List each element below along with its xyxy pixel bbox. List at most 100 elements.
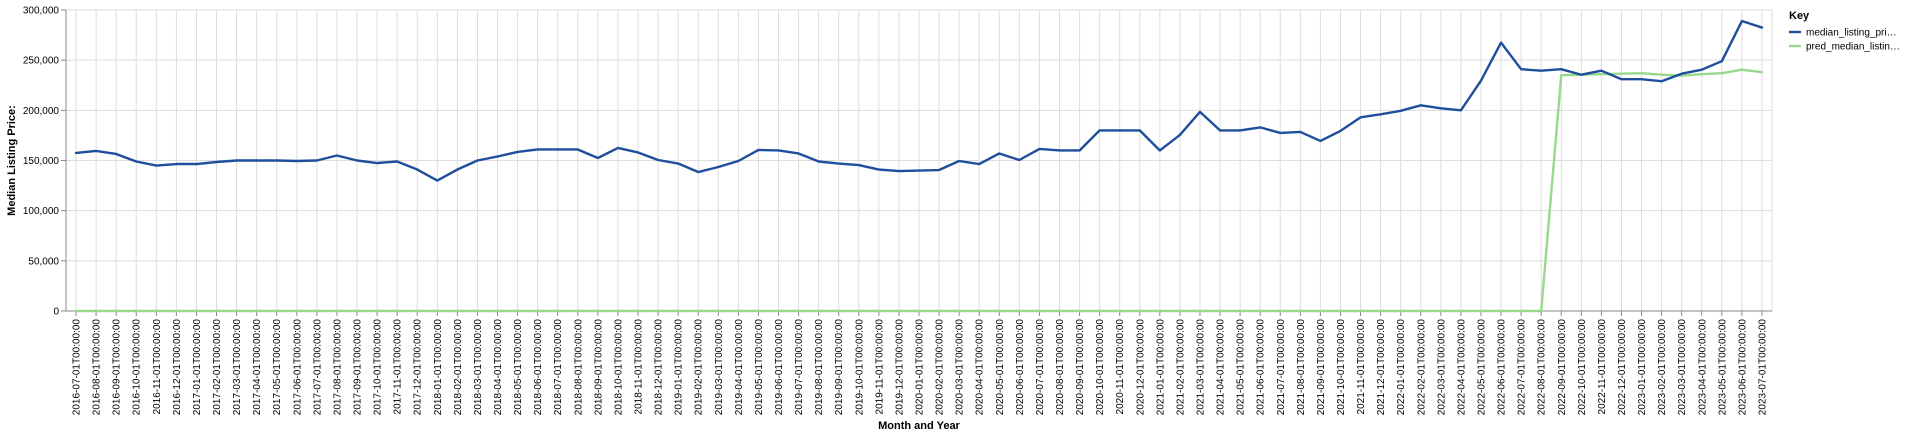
x-tick-label: 2022-08-01T00:00:00 — [1537, 319, 1548, 416]
x-tick-label: 2021-09-01T00:00:00 — [1316, 319, 1327, 416]
x-tick-label: 2022-03-01T00:00:00 — [1436, 319, 1447, 416]
x-tick-label: 2022-01-01T00:00:00 — [1396, 319, 1407, 416]
y-tick-label: 100,000 — [23, 206, 60, 217]
x-tick-label: 2022-02-01T00:00:00 — [1416, 319, 1427, 416]
x-tick-label: 2019-03-01T00:00:00 — [714, 319, 725, 416]
x-tick-label: 2023-07-01T00:00:00 — [1757, 319, 1768, 416]
legend-label: median_listing_pri… — [1806, 28, 1897, 39]
x-tick-label: 2021-07-01T00:00:00 — [1276, 319, 1287, 416]
x-tick-label: 2018-11-01T00:00:00 — [634, 319, 645, 415]
x-tick-label: 2021-03-01T00:00:00 — [1195, 319, 1206, 416]
x-tick-label: 2023-03-01T00:00:00 — [1677, 319, 1688, 416]
x-tick-label: 2021-01-01T00:00:00 — [1155, 319, 1166, 416]
axes: 0 50,000 100,000 150,000 200,000 250,000 300,0… — [23, 6, 1772, 416]
x-tick-label: 2020-10-01T00:00:00 — [1095, 319, 1106, 416]
x-tick-label: 2018-05-01T00:00:00 — [513, 319, 524, 416]
x-tick-label: 2020-06-01T00:00:00 — [1015, 319, 1026, 416]
y-axis-title: Median Listing Price: — [6, 105, 18, 216]
x-tick-label: 2017-03-01T00:00:00 — [232, 319, 243, 416]
legend: Key median_listing_pri… pred_median_listi… — [1789, 10, 1900, 53]
series-lines — [74, 19, 1764, 313]
x-tick-label: 2021-10-01T00:00:00 — [1336, 319, 1347, 416]
y-tick-label: 300,000 — [23, 6, 60, 17]
y-tick-label: 0 — [53, 307, 59, 318]
x-tick-label: 2017-12-01T00:00:00 — [413, 319, 424, 416]
x-tick-label: 2019-09-01T00:00:00 — [834, 319, 845, 416]
x-tick-label: 2020-02-01T00:00:00 — [935, 319, 946, 416]
x-tick-label: 2016-07-01T00:00:00 — [72, 319, 83, 416]
x-tick-label: 2020-09-01T00:00:00 — [1075, 319, 1086, 416]
y-tick-label: 50,000 — [28, 256, 59, 267]
x-tick-label: 2019-07-01T00:00:00 — [794, 319, 805, 416]
x-tick-label: 2017-02-01T00:00:00 — [212, 319, 223, 416]
x-tick-label: 2022-11-01T00:00:00 — [1597, 319, 1608, 415]
x-tick-label: 2022-12-01T00:00:00 — [1617, 319, 1628, 416]
x-axis-title: Month and Year — [878, 420, 960, 432]
x-tick-label: 2019-10-01T00:00:00 — [854, 319, 865, 416]
x-tick-label: 2016-09-01T00:00:00 — [112, 319, 123, 416]
x-tick-label: 2017-08-01T00:00:00 — [332, 319, 343, 416]
x-tick-label: 2016-08-01T00:00:00 — [92, 319, 103, 416]
x-tick-label: 2020-07-01T00:00:00 — [1035, 319, 1046, 416]
legend-label: pred_median_listin… — [1806, 42, 1900, 53]
x-tick-label: 2022-09-01T00:00:00 — [1557, 319, 1568, 416]
legend-entries: median_listing_pri… pred_median_listin… — [1789, 28, 1900, 53]
x-tick-label: 2021-08-01T00:00:00 — [1296, 319, 1307, 416]
x-tick-label: 2016-11-01T00:00:00 — [152, 319, 163, 415]
x-tick-label: 2023-02-01T00:00:00 — [1657, 319, 1668, 416]
grid — [65, 9, 1773, 312]
x-tick-label: 2019-06-01T00:00:00 — [774, 319, 785, 416]
x-tick-label: 2022-04-01T00:00:00 — [1456, 319, 1467, 416]
x-tick-label: 2021-06-01T00:00:00 — [1256, 319, 1267, 416]
x-tick-label: 2021-04-01T00:00:00 — [1216, 319, 1227, 416]
x-tick-label: 2018-02-01T00:00:00 — [453, 319, 464, 416]
x-tick-label: 2017-01-01T00:00:00 — [192, 319, 203, 416]
x-tick-label: 2021-02-01T00:00:00 — [1175, 319, 1186, 416]
x-tick-label: 2018-10-01T00:00:00 — [613, 319, 624, 416]
y-tick-label: 200,000 — [23, 106, 60, 117]
x-tick-label: 2017-11-01T00:00:00 — [393, 319, 404, 415]
x-tick-label: 2023-06-01T00:00:00 — [1737, 319, 1748, 416]
x-tick-label: 2023-05-01T00:00:00 — [1717, 319, 1728, 416]
x-tick-label: 2019-12-01T00:00:00 — [894, 319, 905, 416]
x-tick-label: 2022-10-01T00:00:00 — [1577, 319, 1588, 416]
x-tick-label: 2020-11-01T00:00:00 — [1115, 319, 1126, 415]
x-tick-label: 2020-12-01T00:00:00 — [1135, 319, 1146, 416]
x-tick-label: 2021-05-01T00:00:00 — [1236, 319, 1247, 416]
x-tick-label: 2021-12-01T00:00:00 — [1376, 319, 1387, 416]
x-tick-label: 2023-04-01T00:00:00 — [1697, 319, 1708, 416]
x-tick-label: 2021-11-01T00:00:00 — [1356, 319, 1367, 415]
x-tick-label: 2017-04-01T00:00:00 — [252, 319, 263, 416]
x-tick-label: 2022-05-01T00:00:00 — [1476, 319, 1487, 416]
y-tick-label: 150,000 — [23, 156, 60, 167]
x-tick-label: 2018-01-01T00:00:00 — [433, 319, 444, 416]
x-tick-label: 2018-09-01T00:00:00 — [593, 319, 604, 416]
x-tick-label: 2018-03-01T00:00:00 — [473, 319, 484, 416]
x-tick-label: 2017-09-01T00:00:00 — [353, 319, 364, 416]
x-tick-label: 2016-12-01T00:00:00 — [172, 319, 183, 416]
x-tick-label: 2018-07-01T00:00:00 — [553, 319, 564, 416]
x-tick-label: 2022-07-01T00:00:00 — [1517, 319, 1528, 416]
x-tick-label: 2019-01-01T00:00:00 — [674, 319, 685, 416]
y-tick-label: 250,000 — [23, 56, 60, 67]
x-tick-label: 2017-07-01T00:00:00 — [312, 319, 323, 416]
x-tick-label: 2019-04-01T00:00:00 — [734, 319, 745, 416]
x-tick-label: 2018-08-01T00:00:00 — [573, 319, 584, 416]
legend-title: Key — [1789, 10, 1810, 22]
x-tick-label: 2018-04-01T00:00:00 — [493, 319, 504, 416]
x-tick-label: 2017-05-01T00:00:00 — [272, 319, 283, 416]
x-tick-label: 2018-12-01T00:00:00 — [654, 319, 665, 416]
x-tick-label: 2023-01-01T00:00:00 — [1637, 319, 1648, 416]
x-tick-label: 2020-01-01T00:00:00 — [915, 319, 926, 416]
x-tick-label: 2020-04-01T00:00:00 — [975, 319, 986, 416]
x-tick-label: 2019-08-01T00:00:00 — [814, 319, 825, 416]
x-tick-label: 2019-11-01T00:00:00 — [874, 319, 885, 415]
x-tick-label: 2020-03-01T00:00:00 — [955, 319, 966, 416]
x-tick-label: 2017-10-01T00:00:00 — [373, 319, 384, 416]
series-line-1 — [74, 68, 1764, 313]
x-tick-label: 2017-06-01T00:00:00 — [292, 319, 303, 416]
x-tick-label: 2019-05-01T00:00:00 — [754, 319, 765, 416]
x-tick-label: 2018-06-01T00:00:00 — [533, 319, 544, 416]
